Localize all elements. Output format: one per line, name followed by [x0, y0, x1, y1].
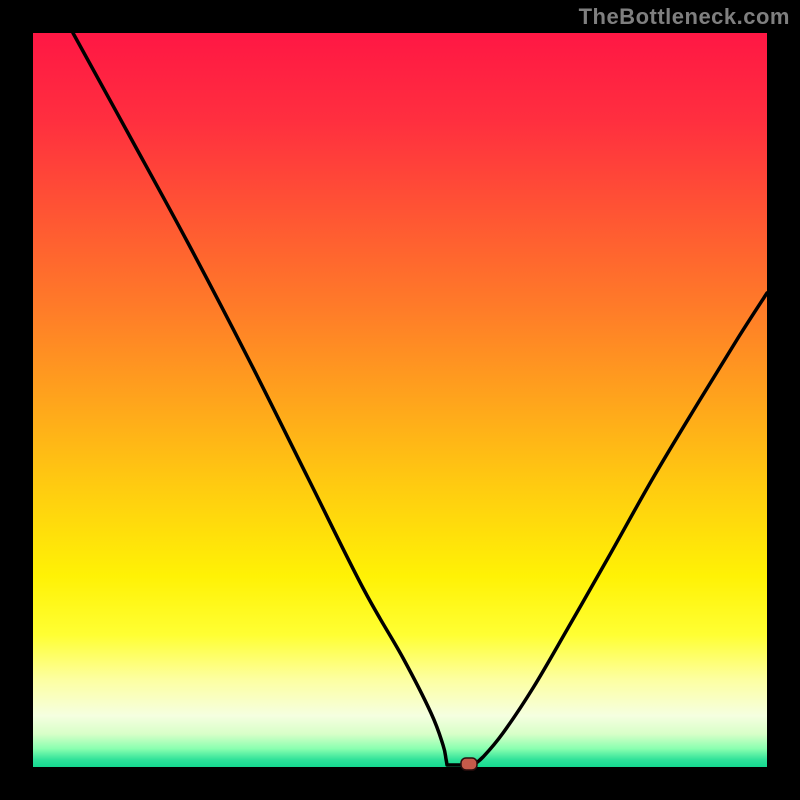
watermark-text: TheBottleneck.com: [579, 4, 790, 30]
optimal-point-marker: [461, 758, 477, 770]
chart-frame: TheBottleneck.com: [0, 0, 800, 800]
bottleneck-chart: [0, 0, 800, 800]
plot-area: [33, 33, 767, 767]
